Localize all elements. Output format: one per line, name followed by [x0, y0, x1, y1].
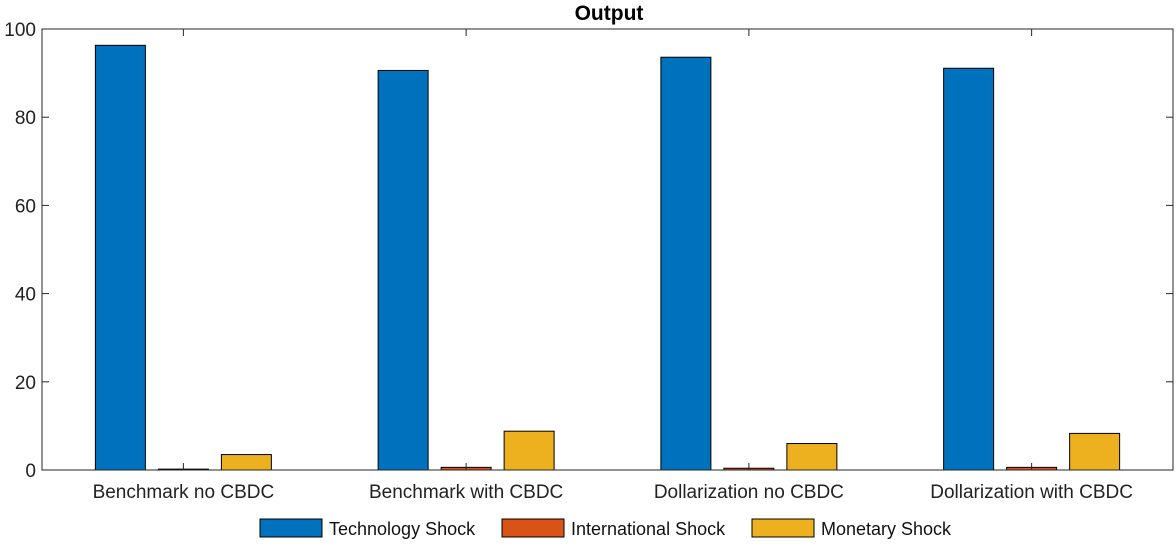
y-tick-label: 20	[15, 373, 36, 394]
y-tick-label: 100	[4, 20, 36, 41]
bar-monetary-shock	[1069, 432, 1121, 471]
legend-swatch	[259, 518, 323, 538]
x-tick-label: Benchmark no CBDC	[93, 482, 275, 503]
y-tick-label: 60	[15, 196, 36, 217]
legend-label: International Shock	[571, 519, 726, 539]
x-tick-label: Dollarization no CBDC	[654, 482, 844, 503]
x-tick-label: Benchmark with CBDC	[369, 482, 563, 503]
x-tick-label: Dollarization with CBDC	[930, 482, 1133, 503]
y-tick-label: 40	[15, 285, 36, 306]
y-tick-label: 80	[15, 108, 36, 129]
legend-label: Monetary Shock	[821, 519, 952, 539]
bar-monetary-shock	[220, 454, 272, 471]
legend-swatch	[751, 518, 815, 538]
bar-monetary-shock	[503, 430, 555, 471]
bar-technology-shock	[943, 67, 995, 471]
bar-technology-shock	[94, 44, 146, 471]
axes: 0 20 40 60 80 100 Benchmark no CBDC Benchmark w…	[4, 20, 1174, 503]
bar-technology-shock	[377, 69, 429, 471]
bar-monetary-shock	[786, 443, 838, 471]
chart-title: Output	[575, 2, 644, 25]
legend: Technology Shock International Shock Monet…	[259, 518, 952, 539]
legend-label: Technology Shock	[329, 519, 476, 539]
y-tick-label: 0	[25, 461, 36, 482]
axes-box	[41, 28, 1174, 471]
legend-swatch	[501, 518, 565, 538]
bar-technology-shock	[660, 56, 712, 471]
plot-area	[94, 44, 1121, 471]
